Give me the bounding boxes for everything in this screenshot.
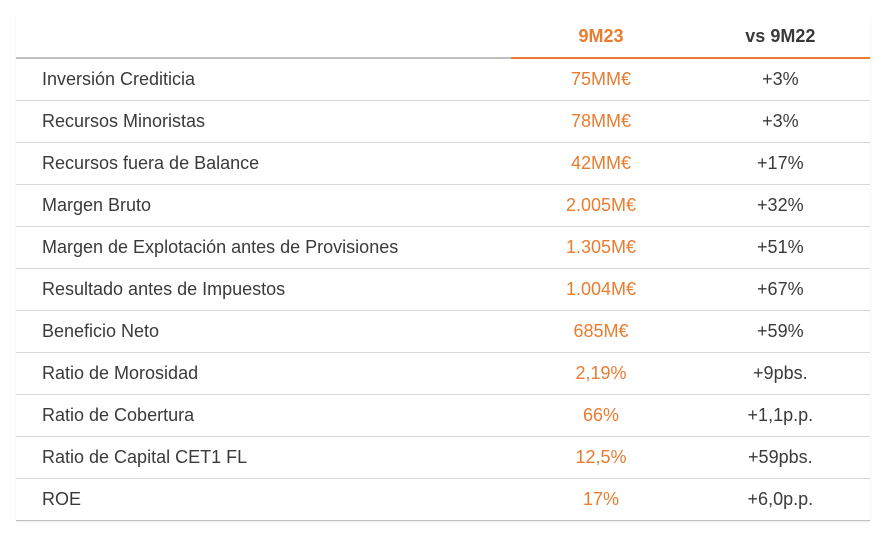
row-value: 75MM€ <box>511 58 690 101</box>
row-change: +9pbs. <box>691 353 870 395</box>
row-change: +17% <box>691 143 870 185</box>
table: 9M23 vs 9M22 Inversión Crediticia75MM€+3… <box>16 16 870 521</box>
row-value: 2,19% <box>511 353 690 395</box>
table-row: Inversión Crediticia75MM€+3% <box>16 58 870 101</box>
row-change: +32% <box>691 185 870 227</box>
table-row: Recursos fuera de Balance42MM€+17% <box>16 143 870 185</box>
row-change: +51% <box>691 227 870 269</box>
row-value: 66% <box>511 395 690 437</box>
table-row: Ratio de Capital CET1 FL12,5%+59pbs. <box>16 437 870 479</box>
header-change: vs 9M22 <box>691 16 870 58</box>
row-label: Margen de Explotación antes de Provision… <box>16 227 511 269</box>
table-row: Margen Bruto2.005M€+32% <box>16 185 870 227</box>
row-value: 685M€ <box>511 311 690 353</box>
row-label: Recursos fuera de Balance <box>16 143 511 185</box>
financial-table: 9M23 vs 9M22 Inversión Crediticia75MM€+3… <box>16 16 870 521</box>
table-header-row: 9M23 vs 9M22 <box>16 16 870 58</box>
row-change: +3% <box>691 58 870 101</box>
row-change: +59% <box>691 311 870 353</box>
table-row: Ratio de Morosidad2,19%+9pbs. <box>16 353 870 395</box>
row-label: Ratio de Capital CET1 FL <box>16 437 511 479</box>
row-label: ROE <box>16 479 511 521</box>
row-label: Beneficio Neto <box>16 311 511 353</box>
table-row: Ratio de Cobertura66%+1,1p.p. <box>16 395 870 437</box>
table-row: Recursos Minoristas78MM€+3% <box>16 101 870 143</box>
table-row: Beneficio Neto685M€+59% <box>16 311 870 353</box>
table-body: Inversión Crediticia75MM€+3%Recursos Min… <box>16 58 870 521</box>
header-label <box>16 16 511 58</box>
row-label: Inversión Crediticia <box>16 58 511 101</box>
row-label: Ratio de Cobertura <box>16 395 511 437</box>
row-value: 1.004M€ <box>511 269 690 311</box>
table-row: Margen de Explotación antes de Provision… <box>16 227 870 269</box>
row-value: 42MM€ <box>511 143 690 185</box>
row-label: Ratio de Morosidad <box>16 353 511 395</box>
row-change: +67% <box>691 269 870 311</box>
row-change: +3% <box>691 101 870 143</box>
row-value: 2.005M€ <box>511 185 690 227</box>
table-row: Resultado antes de Impuestos1.004M€+67% <box>16 269 870 311</box>
table-row: ROE17%+6,0p.p. <box>16 479 870 521</box>
row-change: +59pbs. <box>691 437 870 479</box>
row-value: 1.305M€ <box>511 227 690 269</box>
row-change: +6,0p.p. <box>691 479 870 521</box>
row-value: 12,5% <box>511 437 690 479</box>
row-change: +1,1p.p. <box>691 395 870 437</box>
row-label: Resultado antes de Impuestos <box>16 269 511 311</box>
row-value: 17% <box>511 479 690 521</box>
header-value: 9M23 <box>511 16 690 58</box>
row-value: 78MM€ <box>511 101 690 143</box>
row-label: Recursos Minoristas <box>16 101 511 143</box>
row-label: Margen Bruto <box>16 185 511 227</box>
